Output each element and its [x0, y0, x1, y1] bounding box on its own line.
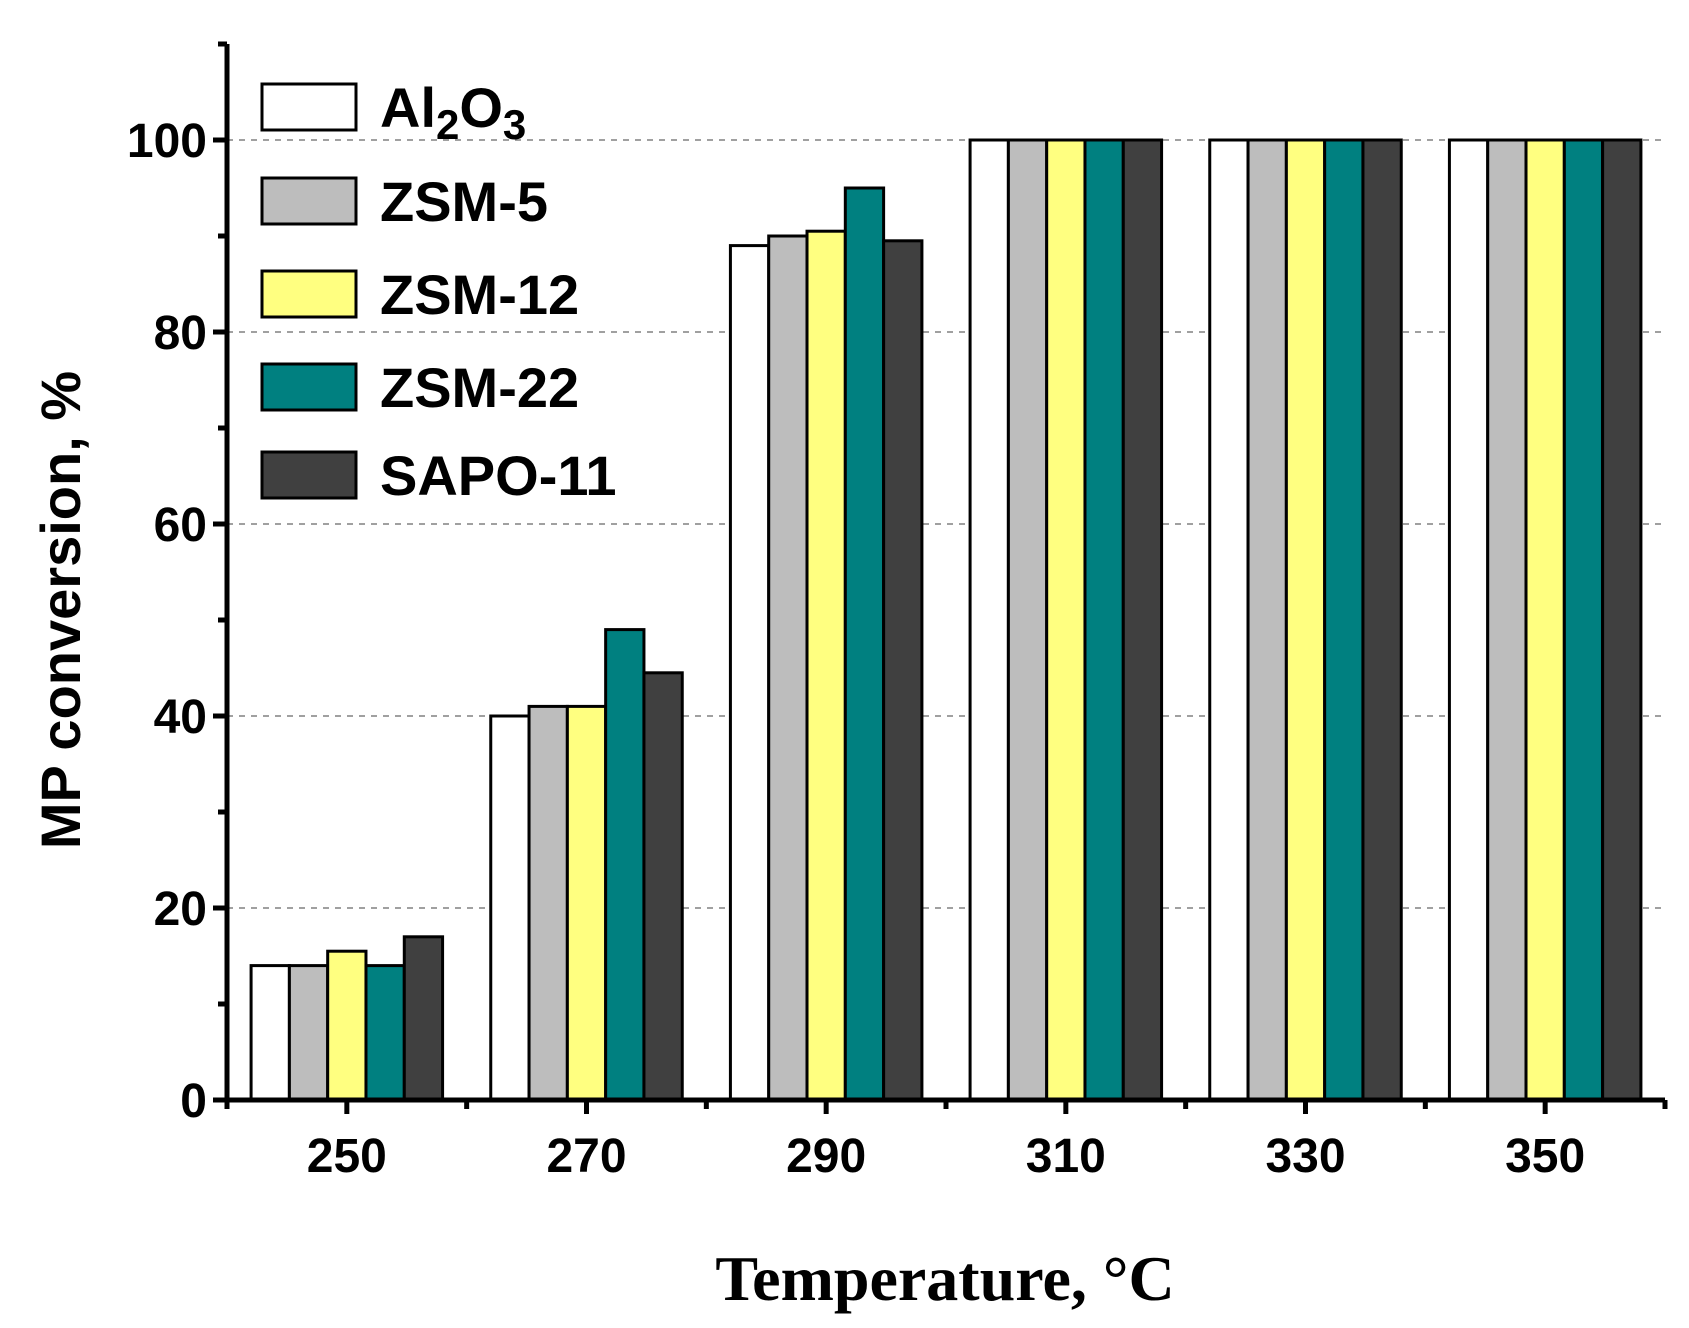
bar-zsm-22-250 — [364, 964, 406, 1102]
legend-swatch-al2o3 — [260, 82, 358, 132]
bar-zsm-5-270 — [527, 704, 569, 1102]
bar-zsm-5-310 — [1006, 138, 1049, 1102]
legend-label-zsm-12: ZSM-12 — [380, 263, 579, 326]
x-tick-label-350: 350 — [1505, 1130, 1585, 1183]
bar-zsm-12-270 — [565, 704, 608, 1102]
bar-sapo-11-290 — [882, 239, 924, 1102]
bar-zsm-12-310 — [1045, 138, 1087, 1102]
bar-sapo-11-250 — [402, 935, 445, 1102]
y-tick-label-80: 80 — [154, 307, 207, 360]
legend-label-zsm-22: ZSM-22 — [380, 356, 579, 419]
legend-swatch-zsm-5 — [260, 176, 358, 226]
bar-zsm-22-330 — [1323, 138, 1365, 1102]
bar-zsm-5-290 — [767, 234, 809, 1102]
x-tick-label-290: 290 — [786, 1130, 866, 1183]
legend-label-al2o3: Al2O3 — [380, 76, 526, 148]
bar-zsm-12-250 — [326, 949, 368, 1102]
bar-zsm-22-350 — [1562, 138, 1605, 1102]
bar-zsm-5-330 — [1246, 138, 1288, 1102]
bar-al2o3-350 — [1447, 138, 1490, 1102]
bar-zsm-22-270 — [604, 628, 646, 1102]
x-tick-label-250: 250 — [307, 1130, 387, 1183]
legend: Al2O3 ZSM-5 ZSM-12 ZSM-22 SAPO-11 — [260, 76, 617, 507]
bar-al2o3-270 — [489, 714, 531, 1102]
x-axis-title: Temperature, °C — [715, 1243, 1174, 1314]
bar-al2o3-330 — [1208, 138, 1250, 1102]
legend-label-zsm-5: ZSM-5 — [380, 170, 548, 233]
bar-sapo-11-310 — [1121, 138, 1164, 1102]
bars — [249, 138, 1643, 1102]
legend-swatch-zsm-22 — [260, 362, 358, 412]
bar-al2o3-250 — [249, 964, 291, 1102]
x-tick-label-270: 270 — [546, 1130, 626, 1183]
y-tick-label-100: 100 — [127, 115, 207, 168]
legend-swatch-zsm-12 — [260, 269, 358, 319]
y-tick-label-60: 60 — [154, 499, 207, 552]
x-tick-labels: 250 270 290 310 330 350 — [307, 1130, 1585, 1183]
bar-zsm-5-250 — [287, 964, 330, 1102]
bar-zsm-22-310 — [1083, 138, 1125, 1102]
x-tick-label-310: 310 — [1026, 1130, 1106, 1183]
bar-zsm-12-330 — [1284, 138, 1327, 1102]
y-axis-title: MP conversion, % — [29, 371, 92, 849]
y-tick-label-0: 0 — [180, 1075, 207, 1128]
bar-zsm-5-350 — [1486, 138, 1528, 1102]
x-tick-label-330: 330 — [1265, 1130, 1345, 1183]
bar-sapo-11-270 — [642, 671, 684, 1102]
axes — [213, 41, 1668, 1114]
bar-zsm-12-350 — [1524, 138, 1566, 1102]
bar-sapo-11-350 — [1601, 138, 1643, 1102]
y-tick-labels: 0 20 40 60 80 100 — [127, 115, 207, 1128]
bar-al2o3-310 — [968, 138, 1010, 1102]
bar-sapo-11-330 — [1361, 138, 1403, 1102]
legend-label-sapo-11: SAPO-11 — [380, 444, 617, 507]
y-tick-label-40: 40 — [154, 691, 207, 744]
bar-zsm-22-290 — [843, 186, 886, 1102]
y-tick-label-20: 20 — [154, 883, 207, 936]
legend-swatch-sapo-11 — [260, 450, 358, 500]
bar-zsm-12-290 — [805, 229, 847, 1102]
bar-al2o3-290 — [728, 244, 771, 1102]
